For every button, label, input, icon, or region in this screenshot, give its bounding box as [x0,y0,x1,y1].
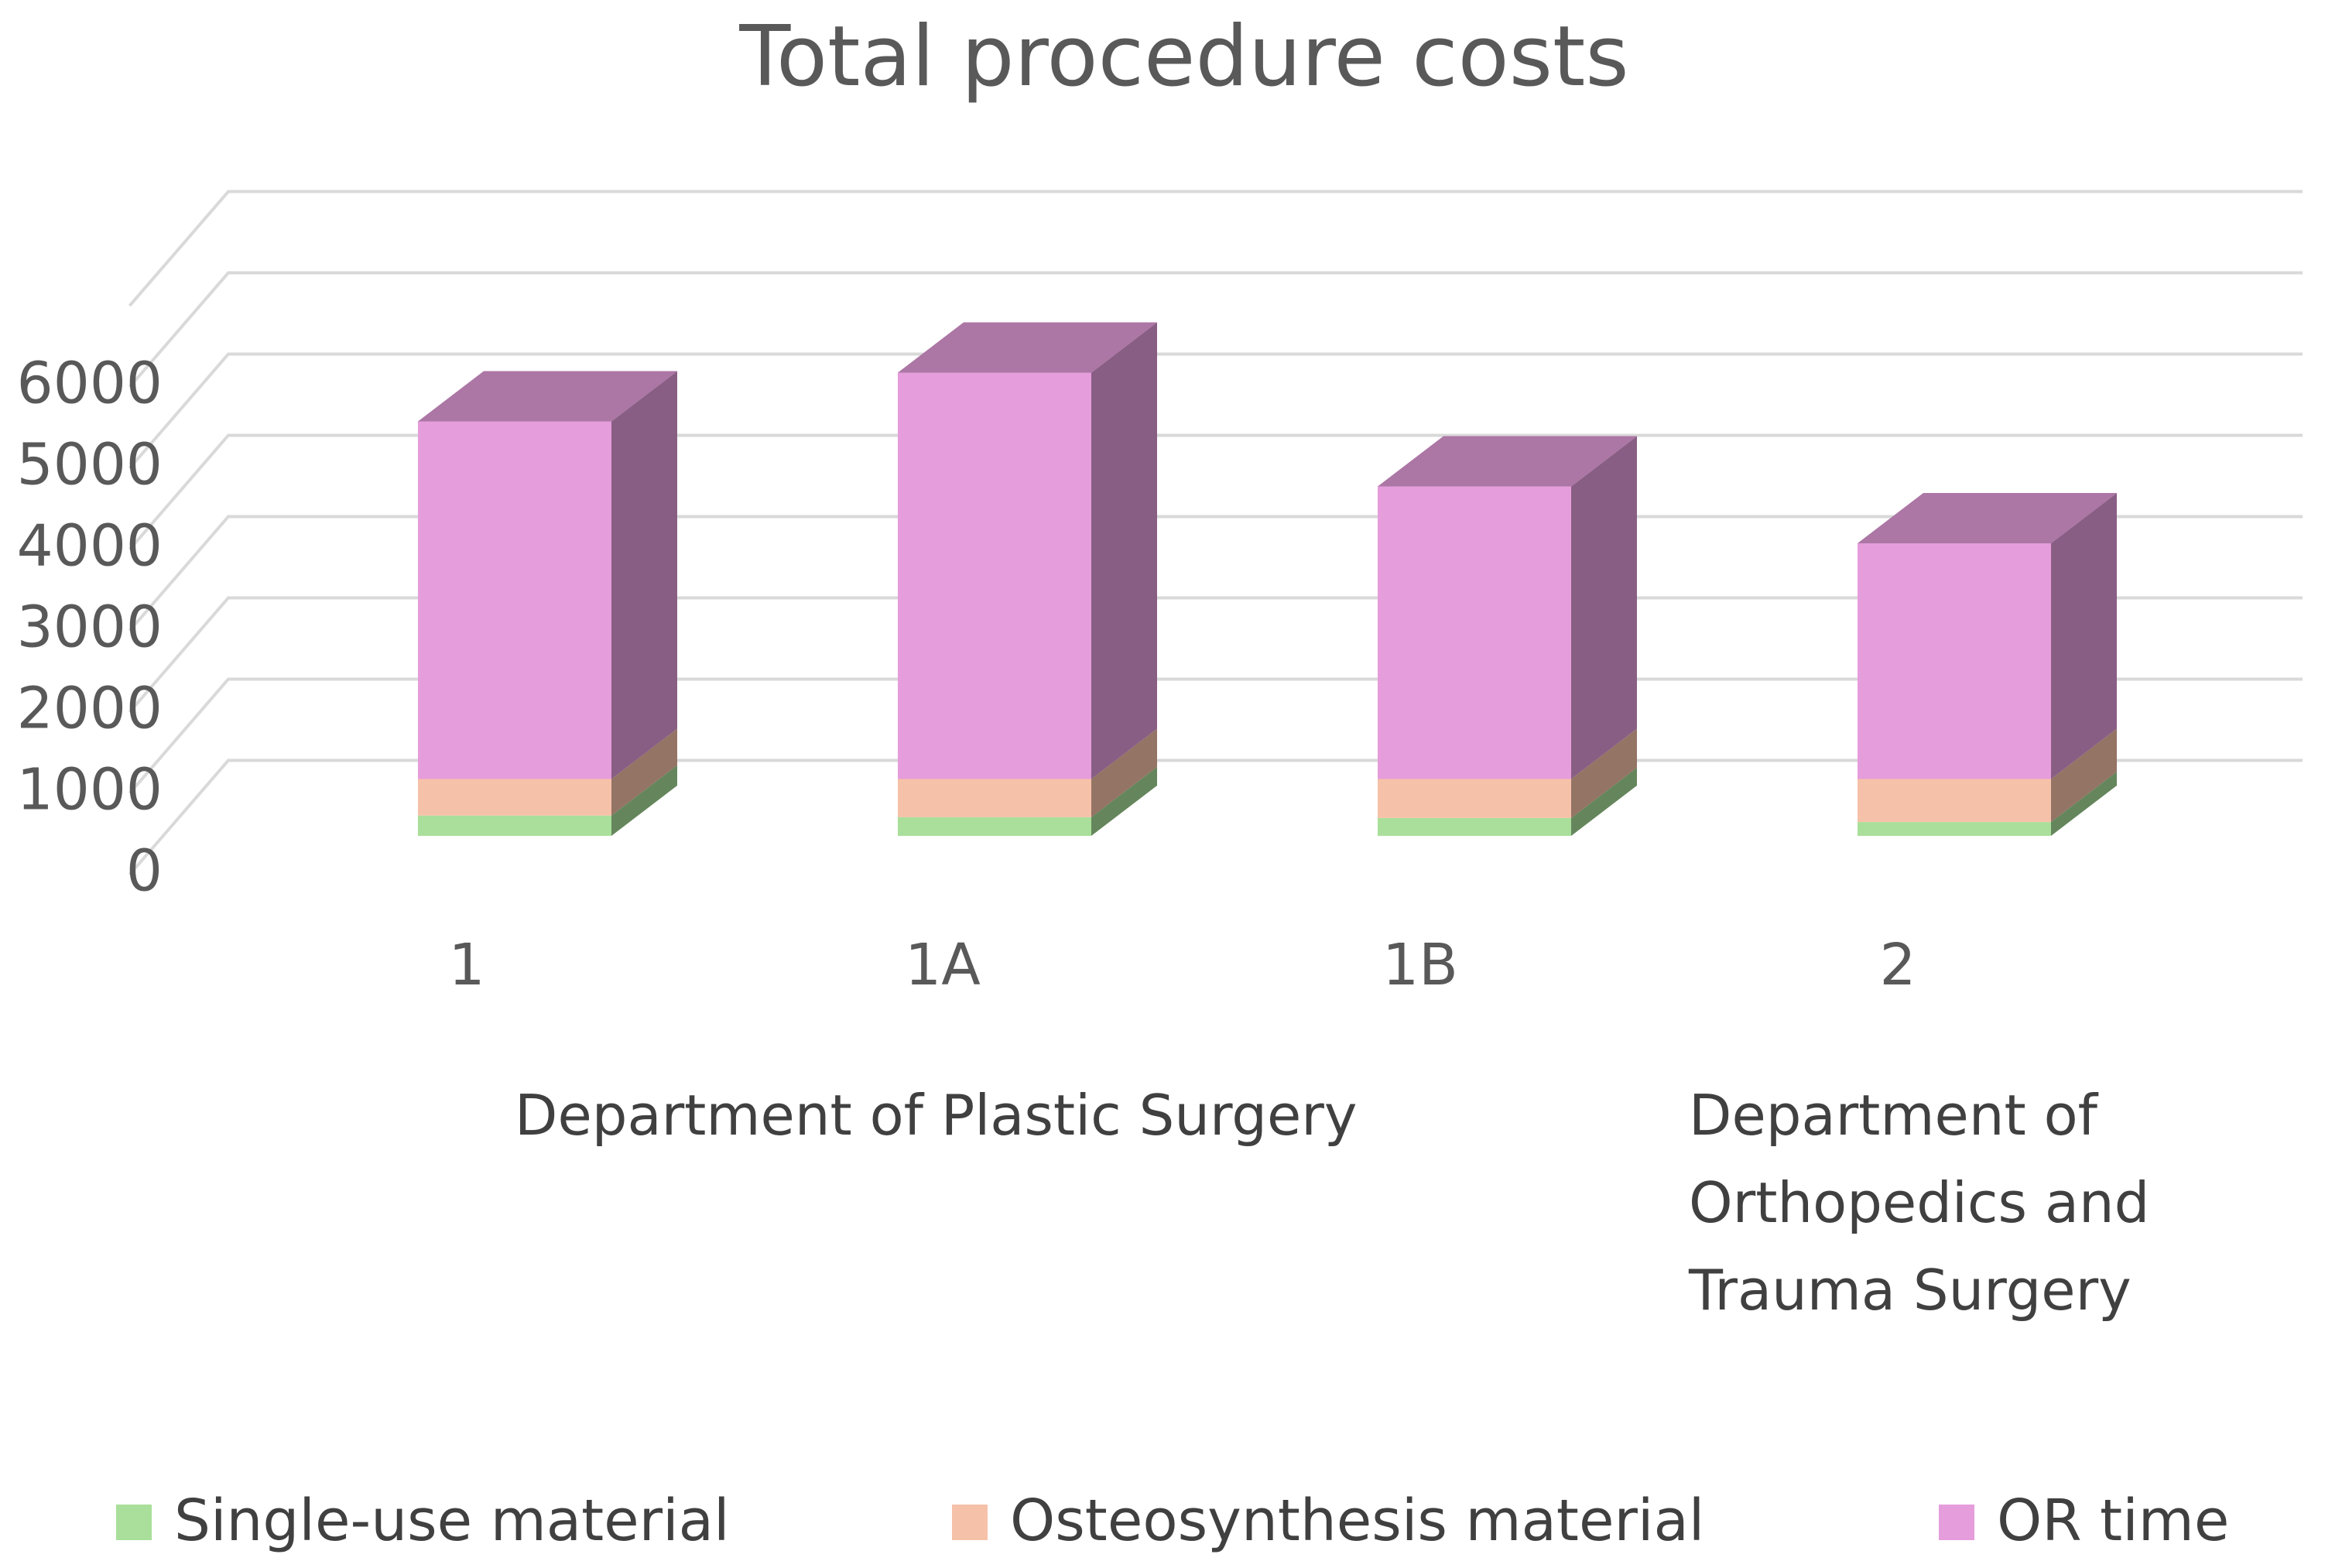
group-labels: Department of Plastic Surgery Department … [515,1083,2149,1323]
bar-stack [418,371,677,836]
y-tick-label: 4000 [17,513,163,580]
x-tick-label: 2 [1879,932,1916,998]
category-labels: 1 1A 1B 2 [448,932,1916,998]
bar-stack [1378,436,1637,836]
legend-label: OR time [1997,1488,2229,1554]
bar-side-segment [1571,728,1637,818]
bar-segment [418,779,611,816]
y-tick-label: 1000 [17,757,163,823]
legend: Single-use material Osteosynthesis materi… [116,1488,2229,1554]
bar-segment [1378,486,1571,779]
bar-segment [418,421,611,779]
bars [418,322,2117,836]
group-label-line: Trauma Surgery [1688,1258,2132,1323]
x-tick-label: 1B [1382,932,1458,998]
bar-segment [1378,779,1571,818]
legend-item: OR time [1939,1488,2229,1554]
bar-side-segment [1091,322,1157,779]
bar-side-segment [611,728,677,816]
bar-side-segment [1091,766,1157,836]
bar-side-segment [1571,767,1637,836]
bar-side-segment [1571,436,1637,779]
gridline [128,190,2303,307]
legend-item: Osteosynthesis material [952,1488,1704,1554]
y-tick-label: 5000 [17,432,163,498]
group-label-line: Orthopedics and [1689,1170,2149,1235]
bar-segment [1858,822,2051,836]
gridlines [128,190,2303,876]
bar-top-face [898,322,1157,373]
y-tick-label: 0 [126,838,163,905]
gridline [128,433,2303,551]
y-axis: 0 1000 2000 3000 4000 5000 6000 [17,351,163,905]
y-tick-label: 2000 [17,676,163,742]
legend-swatch [952,1505,988,1540]
bar-stack [1858,493,2117,836]
bar-side-segment [1091,728,1157,817]
bar-side-segment [2051,493,2117,779]
bar-side-segment [2051,728,2117,823]
legend-swatch [116,1505,152,1540]
bar-top-face [1858,493,2117,543]
x-tick-label: 1 [448,932,485,998]
y-tick-label: 3000 [17,594,163,661]
bar-segment [418,815,611,836]
bar-side-segment [2051,772,2117,836]
legend-label: Osteosynthesis material [1010,1488,1704,1554]
bar-top-face [1378,436,1637,487]
gridline [128,271,2303,389]
x-tick-label: 1A [905,932,981,998]
bar-top-face [418,371,677,422]
bar-side-segment [611,371,677,779]
y-tick-label: 6000 [17,351,163,417]
group-label-line: Department of [1689,1083,2099,1148]
bar-segment [1858,543,2051,779]
chart-title: Total procedure costs [738,9,1628,105]
bar-segment [898,372,1091,779]
bar-segment [1378,817,1571,836]
bar-stack [898,322,1157,836]
legend-swatch [1939,1505,1974,1540]
bar-segment [1858,779,2051,823]
bar-side-segment [611,765,677,836]
gridline [128,352,2303,470]
group-label: Department of Plastic Surgery [515,1083,1358,1148]
bar-segment [898,779,1091,817]
legend-item: Single-use material [116,1488,730,1554]
bar-segment [898,817,1091,836]
legend-label: Single-use material [174,1488,730,1554]
